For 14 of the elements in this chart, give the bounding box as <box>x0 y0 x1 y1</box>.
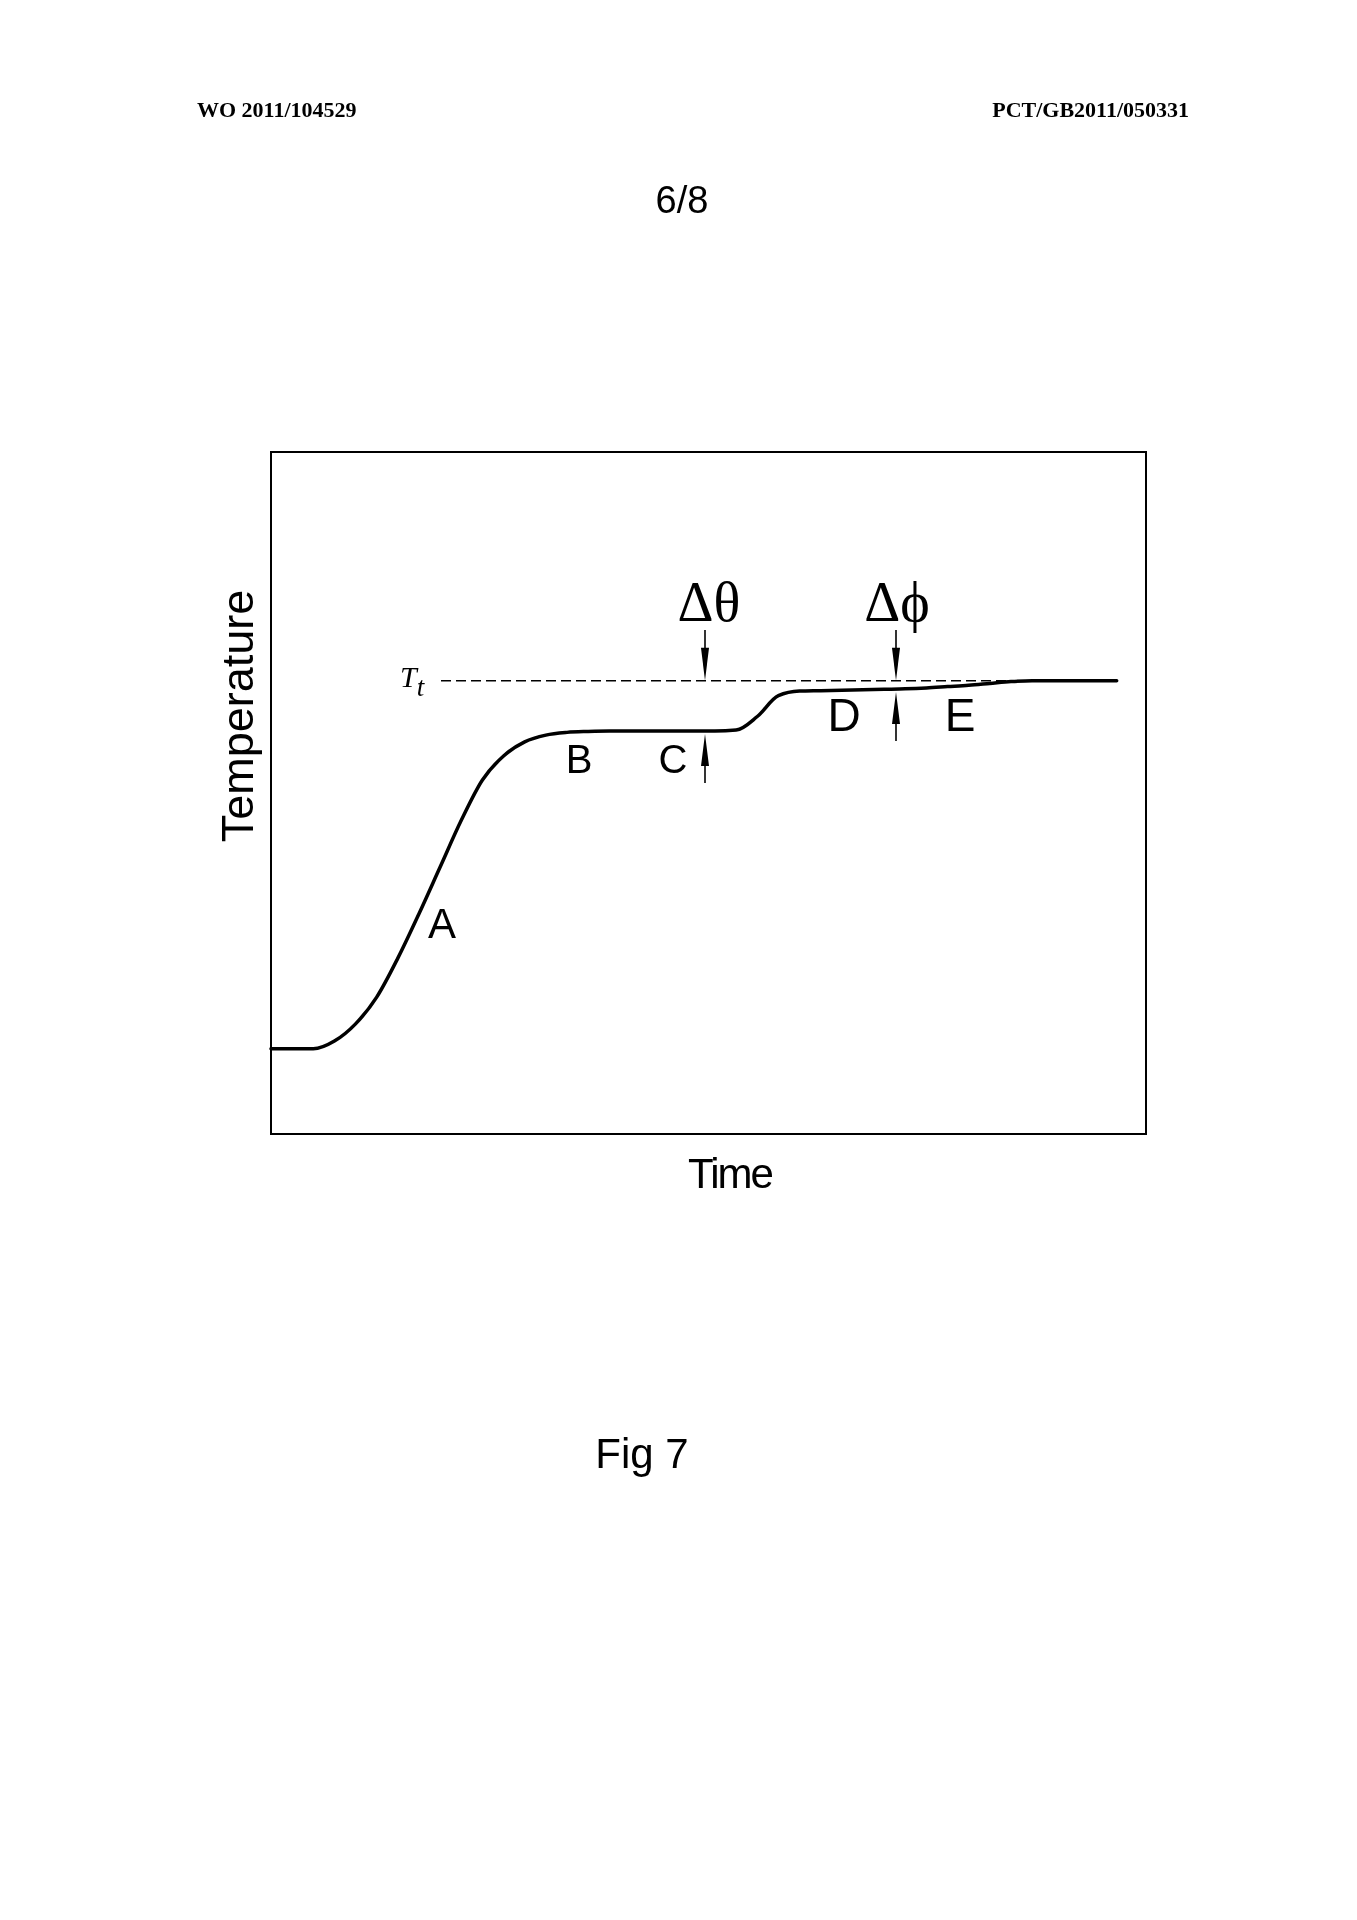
annotation: E <box>944 689 976 741</box>
annotation: B <box>565 737 593 781</box>
annotation: D <box>827 689 861 741</box>
y-axis-title: Temperature <box>212 589 263 843</box>
text: 6/8 <box>655 179 709 221</box>
text: Δθ <box>677 571 741 633</box>
x-axis-title: Time <box>688 1150 773 1197</box>
text: PCT/GB2011/050331 <box>992 97 1189 122</box>
ref-line-label: T$_{t}$ <box>400 659 426 703</box>
annotation: A <box>427 900 457 947</box>
text: WO 2011/104529 <box>197 97 357 122</box>
text: Δϕ <box>864 571 930 633</box>
caption: Fig 7 <box>595 1430 689 1477</box>
annotation: C <box>658 737 688 781</box>
